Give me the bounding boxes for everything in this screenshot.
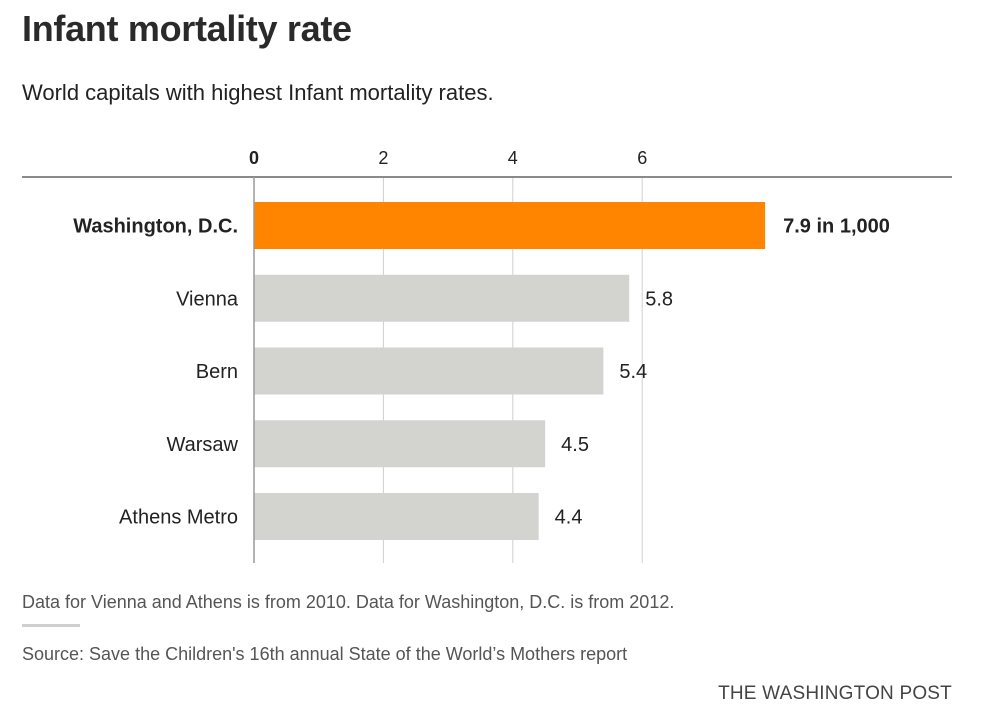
value-label: 4.4: [555, 507, 583, 529]
category-label: Athens Metro: [119, 507, 238, 529]
category-label: Bern: [196, 361, 238, 383]
value-label: 4.5: [561, 434, 589, 456]
bar: [254, 347, 604, 395]
bar: [254, 493, 539, 540]
category-label: Vienna: [176, 288, 239, 310]
source-credit: Source: Save the Children's 16th annual …: [22, 644, 628, 664]
publisher-logo: THE WASHINGTON POST: [718, 683, 952, 704]
footer-divider: [22, 624, 80, 627]
value-label: 5.4: [619, 361, 647, 383]
bar: [254, 420, 546, 468]
category-labels: Washington, D.C. Vienna Bern Warsaw Athens M…: [73, 216, 239, 529]
category-label: Warsaw: [167, 434, 239, 456]
value-labels: 7.9 in 1,000 5.8 5.4 4.5 4.4: [555, 216, 890, 529]
bars: [254, 202, 766, 540]
bar: [254, 274, 630, 322]
data-note: Data for Vienna and Athens is from 2010.…: [22, 592, 675, 612]
bar-chart: 0 2 4 6 Washington, D.C. Vienna Bern Warsaw Ath…: [22, 148, 952, 563]
x-tick-label: 0: [249, 148, 259, 168]
category-label: Washington, D.C.: [73, 216, 238, 238]
x-axis-ticks: 0 2 4 6: [249, 148, 647, 168]
x-tick-label: 6: [637, 148, 647, 168]
value-label: 7.9 in 1,000: [783, 216, 890, 238]
chart-subtitle: World capitals with highest Infant morta…: [22, 80, 494, 105]
bar: [254, 202, 766, 249]
x-tick-label: 2: [378, 148, 388, 168]
value-label: 5.8: [645, 288, 673, 310]
chart-title: Infant mortality rate: [22, 8, 352, 49]
x-tick-label: 4: [508, 148, 518, 168]
